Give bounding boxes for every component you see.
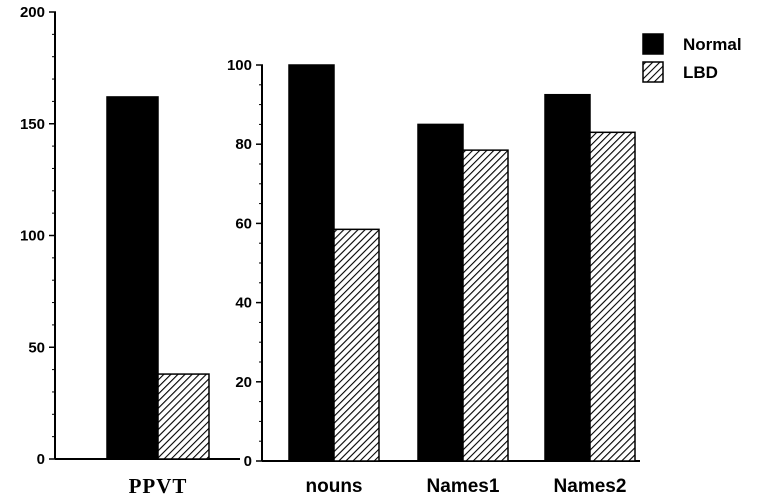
legend-swatch-normal bbox=[642, 33, 664, 55]
category-label: PPVT bbox=[129, 474, 188, 497]
y-tick-label: 0 bbox=[37, 451, 45, 468]
y-tick-label: 150 bbox=[20, 116, 45, 133]
y-tick-label: 100 bbox=[227, 57, 252, 74]
legend-swatch-lbd bbox=[642, 61, 664, 83]
category-label: nouns bbox=[306, 476, 363, 497]
y-tick-label: 60 bbox=[235, 215, 252, 232]
bar-lbd-names2 bbox=[589, 131, 636, 462]
y-tick-label: 80 bbox=[235, 136, 252, 153]
legend-label-lbd: LBD bbox=[683, 63, 718, 82]
chart-panel-ppvt: 0 50 100 150 200 PPVT bbox=[20, 4, 240, 497]
bar-normal-ppvt bbox=[106, 96, 159, 460]
bar-normal-nouns bbox=[288, 64, 335, 462]
y-tick-label: 100 bbox=[20, 228, 45, 245]
y-tick-label: 50 bbox=[28, 339, 45, 356]
category-label: Names2 bbox=[554, 476, 627, 497]
bar-normal-names2 bbox=[544, 93, 591, 462]
chart-panel-naming: 0 20 40 60 80 100 nouns Names1 Names2 bbox=[227, 57, 640, 497]
legend-label-normal: Normal bbox=[683, 35, 742, 54]
y-tick-label: 40 bbox=[235, 295, 252, 312]
y-tick-label: 20 bbox=[235, 374, 252, 391]
bar-normal-names1 bbox=[417, 123, 464, 462]
bar-lbd-names1 bbox=[462, 149, 509, 462]
bar-lbd-nouns bbox=[333, 228, 380, 462]
bar-lbd-ppvt bbox=[157, 373, 210, 460]
y-tick-label: 200 bbox=[20, 4, 45, 21]
category-label: Names1 bbox=[427, 476, 500, 497]
y-tick-label: 0 bbox=[244, 453, 252, 470]
legend: Normal LBD bbox=[642, 33, 742, 83]
